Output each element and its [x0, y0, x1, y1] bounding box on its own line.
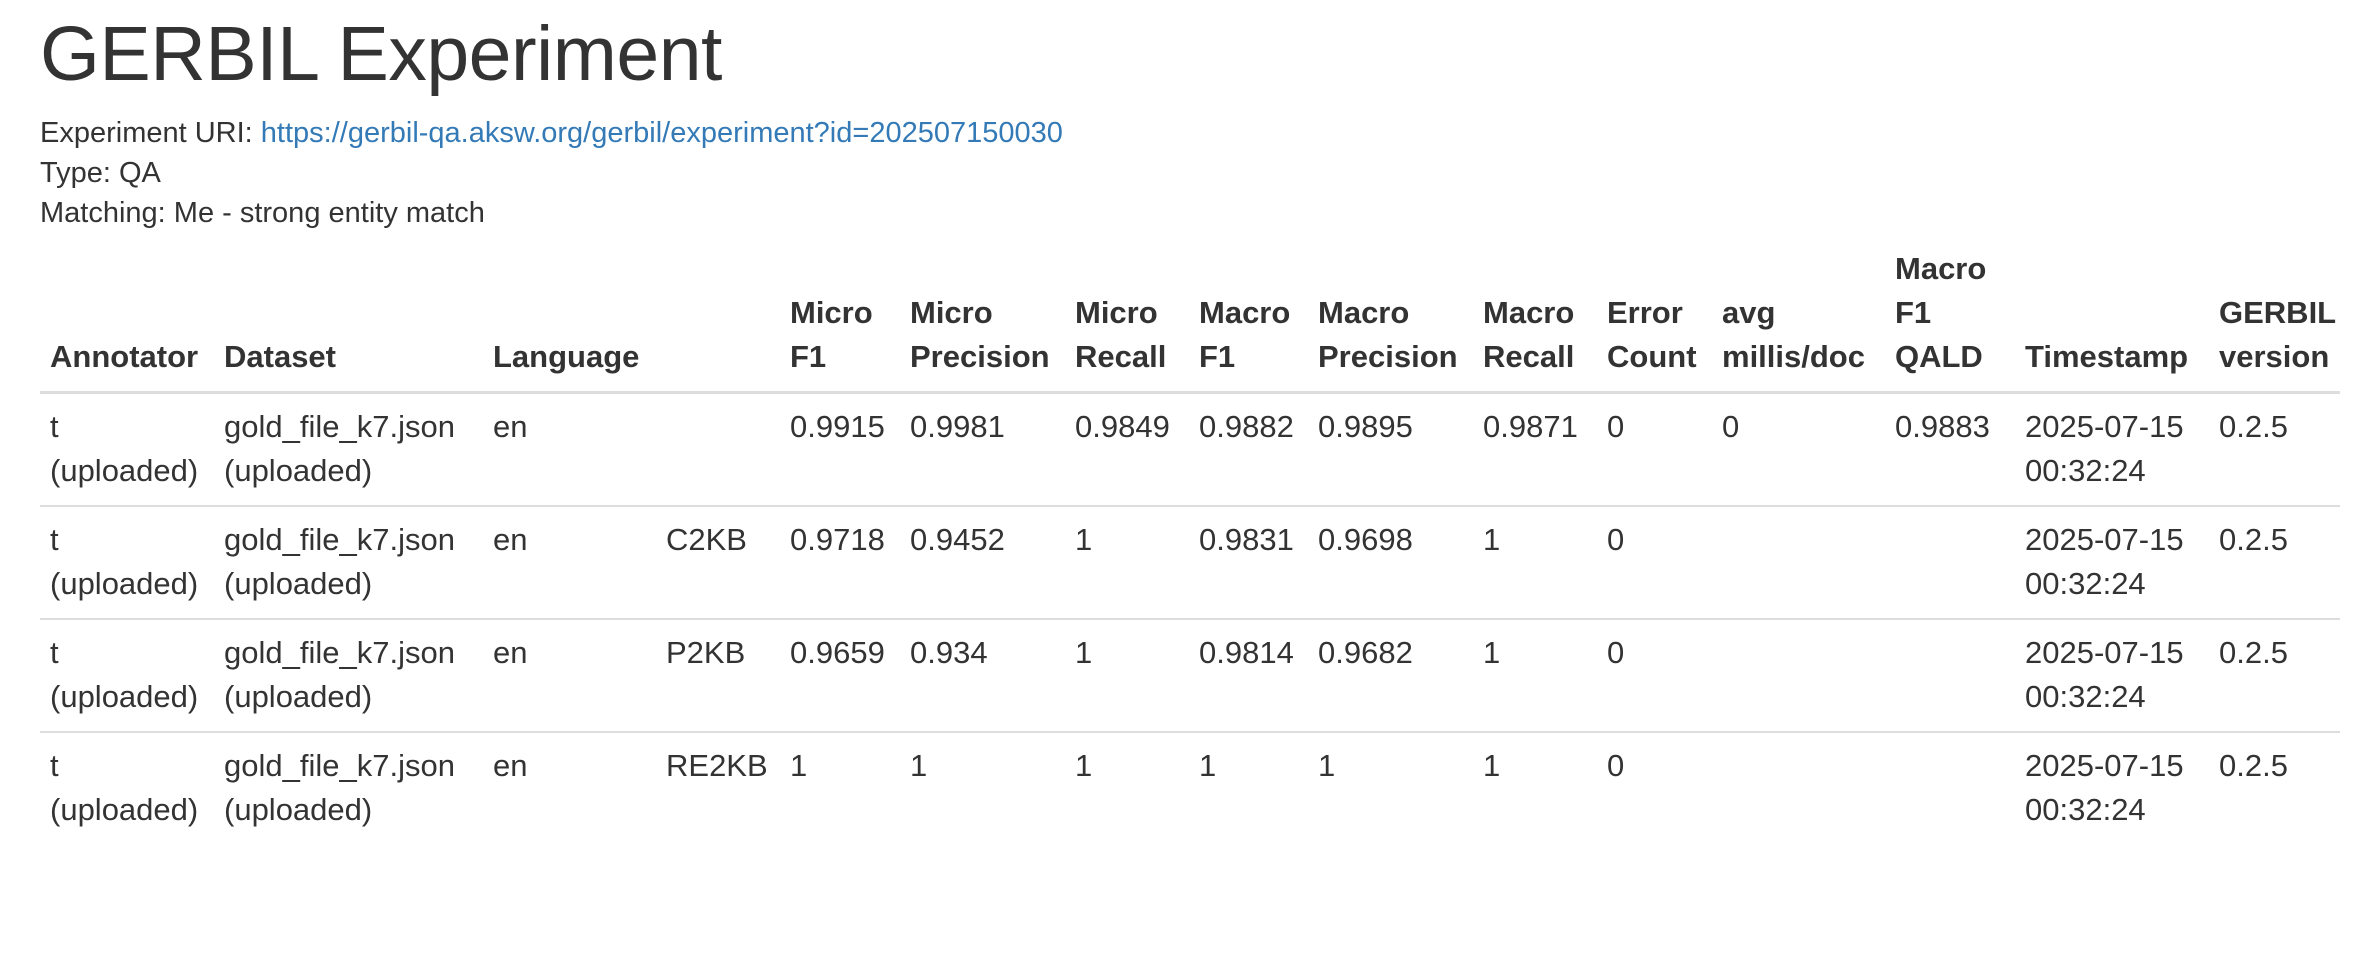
table-cell — [1885, 617, 2015, 732]
table-cell: 0 — [1597, 504, 1712, 619]
table-cell: 1 — [1473, 617, 1597, 732]
table-cell: RE2KB — [656, 730, 780, 844]
table-cell: gold_file_k7.json (uploaded) — [214, 617, 483, 732]
col-header: Error Count — [1597, 246, 1712, 394]
col-header: Macro Recall — [1473, 246, 1597, 394]
col-header: Timestamp — [2015, 246, 2209, 394]
table-cell: 0.9659 — [780, 617, 900, 732]
table-cell: 0.9849 — [1075, 408, 1170, 444]
col-header: Macro Precision — [1308, 246, 1473, 394]
table-cell: 0.9871 — [1483, 408, 1578, 444]
table-cell: 1 — [1473, 730, 1597, 844]
col-header: Micro F1 — [780, 246, 900, 394]
table-cell: 0 — [1597, 730, 1712, 844]
table-cell: 1 — [1189, 730, 1308, 844]
table-cell: 0.9981 — [910, 408, 1005, 444]
table-cell: 1 — [1308, 730, 1473, 844]
col-header: Micro Recall — [1065, 246, 1189, 394]
table-cell: en — [483, 504, 656, 619]
col-header: Annotator — [40, 246, 214, 394]
table-row: t (uploaded) gold_file_k7.json (uploaded… — [40, 504, 2340, 619]
table-cell: gold_file_k7.json (uploaded) — [224, 408, 455, 488]
experiment-uri-link[interactable]: https://gerbil-qa.aksw.org/gerbil/experi… — [260, 116, 1063, 149]
page-container: GERBIL Experiment Experiment URI: https:… — [0, 11, 2340, 844]
table-cell: 0.9883 — [1895, 408, 1990, 444]
table-cell — [656, 392, 780, 506]
table-cell: 2025-07-15 00:32:24 — [2025, 408, 2184, 488]
table-cell: 0.9895 — [1318, 408, 1413, 444]
table-row: t (uploaded) gold_file_k7.json (uploaded… — [40, 392, 2340, 506]
col-header: avg millis/doc — [1712, 246, 1885, 394]
table-cell — [1712, 730, 1885, 844]
table-cell: 2025-07-15 00:32:24 — [2015, 504, 2209, 619]
table-cell: en — [493, 408, 528, 444]
table-cell — [1885, 504, 2015, 619]
col-header: Micro Precision — [900, 246, 1065, 394]
col-header: Macro F1 QALD — [1885, 246, 2015, 394]
table-cell: 2025-07-15 00:32:24 — [2015, 730, 2209, 844]
table-cell: 0 — [1722, 408, 1740, 444]
table-cell: gold_file_k7.json (uploaded) — [214, 730, 483, 844]
table-cell: 1 — [1065, 504, 1189, 619]
table-cell: 0.9814 — [1189, 617, 1308, 732]
table-cell: t (uploaded) — [40, 617, 214, 732]
table-cell: 0.9718 — [780, 504, 900, 619]
table-cell: 0.2.5 — [2209, 617, 2340, 732]
results-table: Annotator Dataset Language Micro F1 Micr… — [40, 246, 2340, 844]
table-cell: 1 — [1065, 617, 1189, 732]
table-cell: 0.2.5 — [2219, 408, 2288, 444]
table-cell: t (uploaded) — [40, 730, 214, 844]
table-header-row: Annotator Dataset Language Micro F1 Micr… — [40, 246, 2340, 394]
table-cell: P2KB — [656, 617, 780, 732]
table-cell: 0.9882 — [1199, 408, 1294, 444]
table-cell: 0.9682 — [1308, 617, 1473, 732]
table-cell: t (uploaded) — [40, 504, 214, 619]
table-cell: 1 — [1473, 504, 1597, 619]
table-cell — [1712, 617, 1885, 732]
col-header: Macro F1 — [1189, 246, 1308, 394]
table-row: t (uploaded) gold_file_k7.json (uploaded… — [40, 617, 2340, 732]
table-cell: en — [483, 617, 656, 732]
table-cell: 0.9452 — [900, 504, 1065, 619]
table-cell: 1 — [900, 730, 1065, 844]
col-header: Dataset — [214, 246, 483, 394]
page-title: GERBIL Experiment — [40, 11, 722, 97]
table-cell: 0 — [1597, 617, 1712, 732]
table-cell — [1712, 504, 1885, 619]
matching-line: Matching: Me - strong entity match — [40, 196, 485, 229]
col-header: Language — [483, 246, 656, 394]
table-cell: 0.9915 — [790, 408, 885, 444]
table-cell: 0.2.5 — [2209, 504, 2340, 619]
table-cell: 1 — [1065, 730, 1189, 844]
table-cell: gold_file_k7.json (uploaded) — [214, 504, 483, 619]
table-cell: 2025-07-15 00:32:24 — [2015, 617, 2209, 732]
table-cell: t (uploaded) — [50, 408, 199, 488]
table-cell: 0 — [1607, 408, 1625, 444]
experiment-uri-line: Experiment URI: https://gerbil-qa.aksw.o… — [40, 113, 2338, 153]
table-cell: 0.9698 — [1308, 504, 1473, 619]
table-cell — [1885, 730, 2015, 844]
table-cell: 0.9831 — [1189, 504, 1308, 619]
table-cell: 1 — [780, 730, 900, 844]
table-cell: 0.2.5 — [2209, 730, 2340, 844]
table-cell: 0.934 — [900, 617, 1065, 732]
table-row: t (uploaded) gold_file_k7.json (uploaded… — [40, 730, 2340, 844]
col-header: GERBIL version — [2209, 246, 2340, 394]
table-cell: C2KB — [656, 504, 780, 619]
experiment-uri-label: Experiment URI: — [40, 116, 261, 149]
col-header — [656, 246, 780, 394]
table-cell: en — [483, 730, 656, 844]
type-line: Type: QA — [40, 156, 161, 189]
